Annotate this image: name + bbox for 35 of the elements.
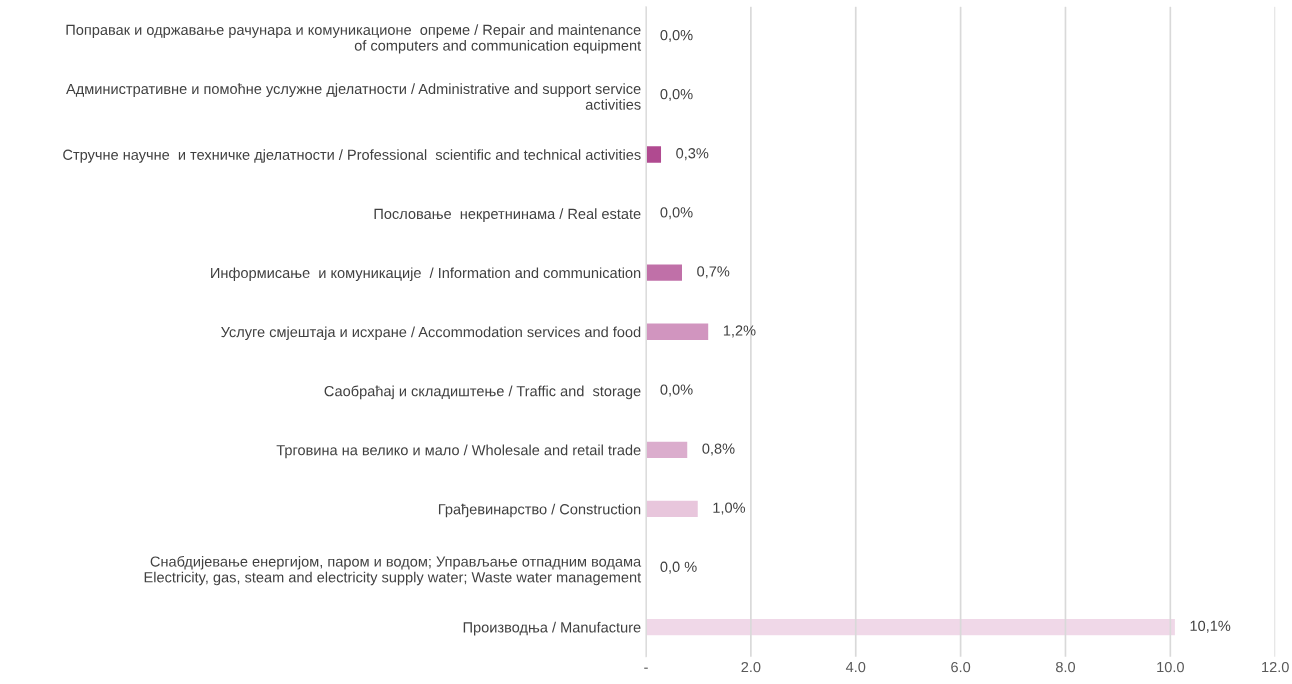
y-tick-label: Услуге смјештаја и исхране / Accommodation services and food bbox=[221, 326, 641, 341]
y-tick-label: Производња / Manufacture bbox=[463, 621, 641, 636]
data-label: 0,8% bbox=[702, 443, 735, 456]
y-tick-label: Административне и помоћне услужне дјелатности / Administrative and support service activities bbox=[66, 83, 641, 110]
data-label: 1,0% bbox=[713, 502, 746, 515]
data-label: 0,0% bbox=[660, 384, 693, 397]
y-tick-label: Грађевинарство / Construction bbox=[438, 503, 641, 518]
data-label: 0,0% bbox=[660, 29, 693, 43]
y-tick-label: Стручне научне и техничке дјелатности / Professional scientific and technical activities bbox=[63, 149, 641, 163]
bar bbox=[646, 617, 1177, 637]
x-tick-label: 12.0 bbox=[1262, 661, 1289, 673]
data-label: 1,2% bbox=[723, 325, 756, 338]
x-tick-label: 4.0 bbox=[845, 661, 866, 673]
data-label: 0,0% bbox=[660, 89, 693, 102]
y-tick-label: Информисање и комуникације / Information and communication bbox=[211, 267, 641, 281]
y-tick-label: Пословање некретнинама / Real estate bbox=[374, 208, 641, 222]
y-tick-label: Саобраћај и складиштење / Traffic and storage bbox=[324, 385, 641, 400]
data-label: 0,3% bbox=[676, 148, 709, 161]
data-label: 0,0% bbox=[660, 207, 693, 220]
x-tick-label: 6.0 bbox=[951, 661, 971, 673]
bar bbox=[646, 263, 684, 283]
x-tick-label: 2.0 bbox=[741, 661, 761, 673]
y-tick-label: Трговина на велико и мало / Wholesale and retail trade bbox=[276, 444, 641, 459]
y-tick-label: Снабдијевање енергијом, паром и водом; Управљање отпадним водама Electricity, gas, steam and electricity supply water; Waste water management bbox=[144, 555, 642, 586]
bar bbox=[646, 440, 689, 460]
data-label: 0,0 % bbox=[660, 561, 697, 574]
y-tick-label: Поправак и одржавање рачунара и комуникационе опреме / Repair and maintenance of computers and communication equipment bbox=[66, 24, 642, 54]
bar bbox=[646, 499, 700, 519]
bar bbox=[646, 144, 663, 165]
x-tick-label: - bbox=[644, 667, 648, 669]
data-label: 10,1% bbox=[1190, 620, 1231, 633]
bar bbox=[646, 322, 710, 342]
x-tick-label: 10.0 bbox=[1157, 661, 1184, 673]
x-tick-label: 8.0 bbox=[1055, 661, 1076, 673]
data-label: 0,7% bbox=[697, 266, 730, 279]
